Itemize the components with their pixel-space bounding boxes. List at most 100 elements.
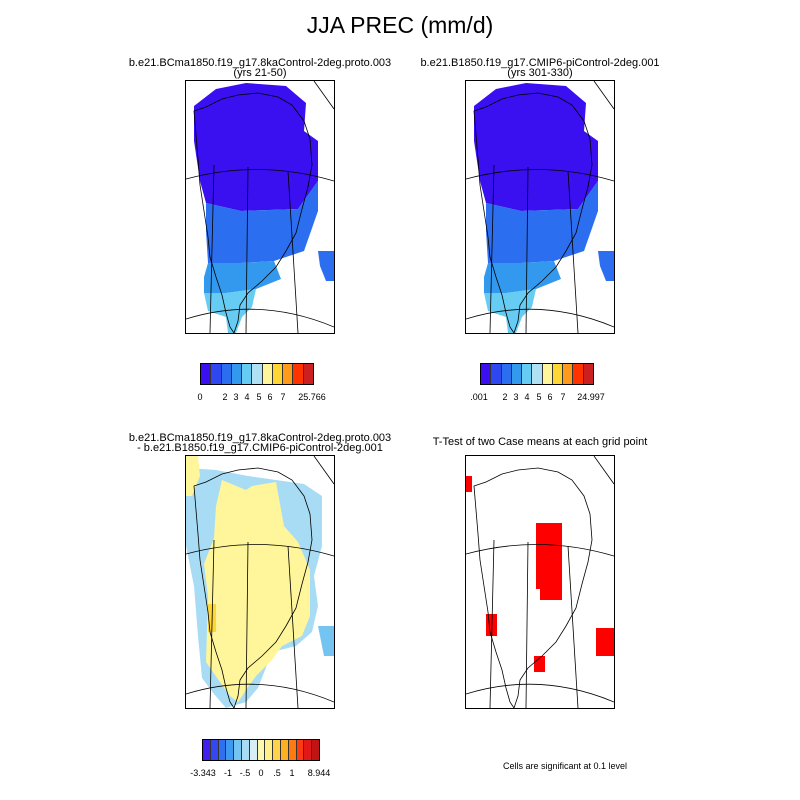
panel-2-colorbar-tick: 4 xyxy=(524,392,530,402)
panel-1-region-central xyxy=(206,181,318,263)
panel-3-colorbar-tick: 0 xyxy=(258,768,264,778)
panel-1-colorbar-swatch xyxy=(262,364,273,384)
panel-2-lon-line xyxy=(489,164,495,333)
panel-3-colorbar-tick: .5 xyxy=(273,768,281,778)
panel-1-colorbar-tick: 2 xyxy=(222,392,228,402)
panel-2-map-svg xyxy=(466,81,614,333)
panel-1-subtitle: (yrs 21-50) xyxy=(233,67,287,79)
panel-2-lon-line xyxy=(593,81,614,110)
panel-3-colorbar-swatch xyxy=(312,740,319,760)
panel-4-lat-line xyxy=(466,683,614,703)
panel-2-lat-line xyxy=(466,308,614,328)
panel-3-colorbar-swatch xyxy=(296,740,305,760)
panel-1-colorbar-tick: 25.766 xyxy=(298,392,326,402)
panel-3-region-interior xyxy=(204,480,310,702)
panel-2-colorbar-tick: 5 xyxy=(536,392,542,402)
panel-1-colorbar-swatch xyxy=(201,364,212,384)
panel-2-colorbar-tick: .001 xyxy=(470,392,488,402)
panel-2-lon-line xyxy=(525,166,529,333)
panel-1-field xyxy=(194,83,334,333)
panel-2-region-north xyxy=(474,83,598,211)
panel-1-lon-line xyxy=(245,166,249,333)
panel-3-title: b.e21.BCma1850.f19_g17.8kaControl-2deg.p… xyxy=(128,432,392,444)
panel-3-colorbar-swatch xyxy=(304,740,313,760)
panel-4-lon-line xyxy=(525,541,529,708)
panel-3-colorbar xyxy=(202,739,320,761)
panel-1-colorbar-swatch xyxy=(293,364,304,384)
panel-3-colorbar-tick: -1 xyxy=(223,768,233,778)
panel-1-colorbar-tick: 6 xyxy=(267,392,273,402)
panel-4-sig-cell-central-lower xyxy=(540,584,562,600)
panel-4-sig-cell-west xyxy=(486,614,497,636)
panel-3-colorbar-swatch xyxy=(280,740,289,760)
panel-3-lon-line xyxy=(313,456,334,485)
panel-3-colorbar-swatch xyxy=(210,740,219,760)
panel-2-colorbar-tick: 2 xyxy=(502,392,508,402)
panel-2-colorbar-swatch xyxy=(491,364,502,384)
panel-1-region-east-blue xyxy=(318,251,334,281)
panel-3-colorbar-swatch xyxy=(203,740,211,760)
panel-1-title: b.e21.BCma1850.f19_g17.8kaControl-2deg.p… xyxy=(128,57,392,69)
panel-2-lat-line xyxy=(466,169,614,182)
panel-4-title: T-Test of two Case means at each grid po… xyxy=(432,436,648,448)
panel-3-colorbar-swatch xyxy=(288,740,297,760)
panel-2-colorbar-tick: 6 xyxy=(547,392,553,402)
panel-2-colorbar-tick: 24.997 xyxy=(577,392,605,402)
panel-3-graticule xyxy=(186,456,334,708)
panel-4-lon-line xyxy=(567,545,579,708)
panel-3-colorbar-swatch xyxy=(241,740,250,760)
panel-1-region-north xyxy=(194,83,318,211)
panel-3-colorbar-swatch xyxy=(234,740,242,760)
panel-2-region-central xyxy=(486,181,598,263)
panel-1-colorbar-swatch xyxy=(283,364,294,384)
panel-2-colorbar-swatch xyxy=(532,364,543,384)
panel-2-colorbar xyxy=(480,363,594,385)
panel-1-map-svg xyxy=(186,81,334,333)
panel-4-map xyxy=(465,455,615,709)
panel-1-lon-line xyxy=(287,170,299,333)
panel-3-colorbar-swatch xyxy=(226,740,235,760)
panel-4-significant-cells xyxy=(466,476,614,672)
panel-2-title: b.e21.B1850.f19_g17.CMIP6-piControl-2deg… xyxy=(420,57,660,69)
panel-3-region-northwest xyxy=(186,456,200,496)
panel-4-sig-cell-east xyxy=(596,628,614,656)
panel-2-region-east-blue xyxy=(598,251,614,281)
panel-3-map-svg xyxy=(186,456,334,708)
panel-1-colorbar-tick: 7 xyxy=(280,392,286,402)
panel-1-coastline xyxy=(193,92,313,333)
panel-2-colorbar-swatch xyxy=(563,364,574,384)
panel-3-subtitle: - b.e21.B1850.f19_g17.CMIP6-piControl-2d… xyxy=(137,442,383,454)
panel-2-colorbar-swatch xyxy=(511,364,523,384)
panel-4-graticule xyxy=(466,456,614,708)
panel-1-colorbar-swatch xyxy=(231,364,243,384)
panel-1-lon-line xyxy=(209,164,215,333)
panel-2-map xyxy=(465,80,615,334)
panel-3-colorbar-swatch xyxy=(265,740,274,760)
panel-2-subtitle: (yrs 301-330) xyxy=(507,67,573,79)
panel-3-map xyxy=(185,455,335,709)
panel-2-colorbar-tick: 7 xyxy=(560,392,566,402)
panel-1-colorbar-swatch xyxy=(303,364,313,384)
panel-4-lon-line xyxy=(593,456,614,485)
panel-1-region-south xyxy=(204,261,281,293)
panel-1-colorbar-swatch xyxy=(242,364,253,384)
panel-1-lon-line xyxy=(313,81,334,110)
panel-1-colorbar-swatch xyxy=(272,364,284,384)
panel-4-sig-cell-central xyxy=(536,523,562,589)
panel-3-lon-line xyxy=(245,541,249,708)
panel-4-coastline xyxy=(473,467,593,708)
panel-3-colorbar-tick: -.5 xyxy=(239,768,251,778)
panel-2-colorbar-swatch xyxy=(573,364,584,384)
panel-4-map-svg xyxy=(466,456,614,708)
panel-2-graticule xyxy=(466,81,614,333)
panel-4-lat-line xyxy=(466,544,614,557)
panel-3-colorbar-swatch xyxy=(257,740,266,760)
panel-2-colorbar-swatch xyxy=(583,364,593,384)
panel-1-colorbar-tick: 5 xyxy=(256,392,262,402)
panel-3-coastline xyxy=(193,467,313,708)
panel-1-colorbar-tick: 3 xyxy=(233,392,239,402)
panel-4-lon-line xyxy=(489,539,495,708)
panel-3-colorbar-tick: -3.343 xyxy=(190,768,216,778)
panel-1-map xyxy=(185,80,335,334)
panel-2-colorbar-swatch xyxy=(501,364,512,384)
